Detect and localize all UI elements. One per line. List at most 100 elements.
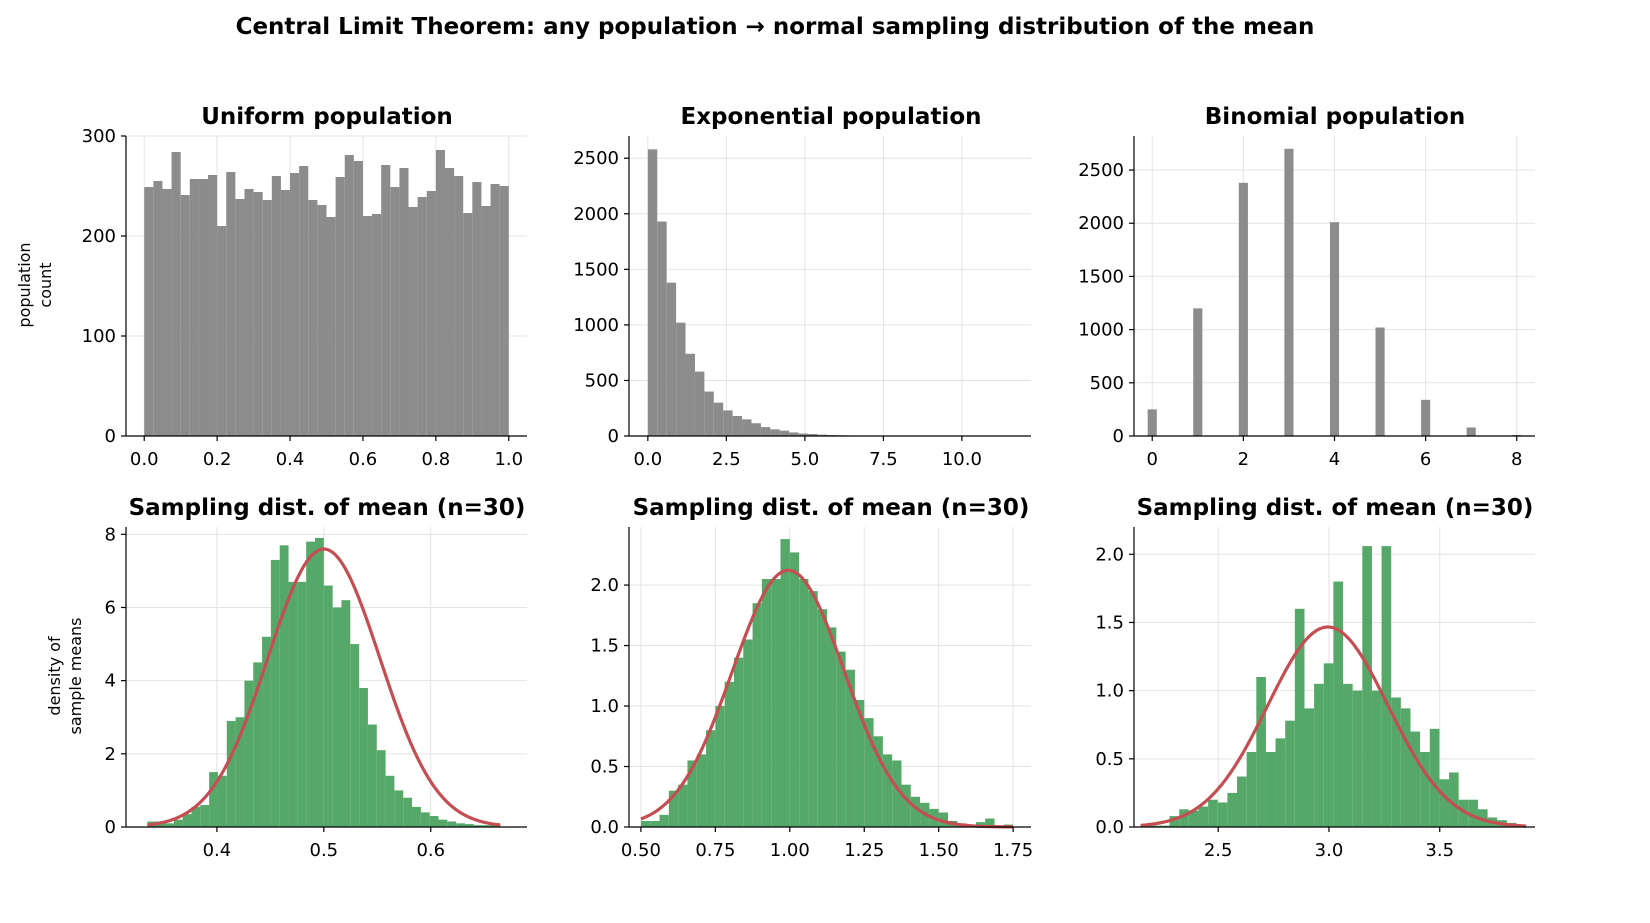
histogram-bar: [723, 410, 733, 436]
histogram-bar: [685, 353, 695, 436]
histogram-bar: [910, 796, 921, 827]
histogram-bar: [426, 191, 436, 436]
histogram-bar: [173, 819, 183, 827]
y-tick-label: 300: [82, 126, 116, 147]
x-tick-label: 1.50: [919, 840, 959, 861]
histogram-bar: [253, 192, 263, 436]
y-tick-label: 1000: [573, 315, 619, 336]
x-tick-label: 6: [1420, 449, 1431, 470]
histogram-bar: [1150, 825, 1160, 827]
histogram-bar: [798, 433, 809, 436]
normal-curve: [640, 568, 1014, 829]
histogram-bar: [1208, 799, 1218, 827]
histogram-bar: [454, 176, 464, 436]
sampling-uniform-panel: 0 2 4 6 8 0.4 0.5 0.6 Sampling dist. of mean (n=…: [105, 495, 527, 861]
histogram-bar: [341, 600, 351, 827]
population-uniform-panel: 0 100 200 300 0.0 0.2 0.4 0.6 0.8 1.0 Uniform popu…: [82, 104, 527, 470]
histogram-bar: [751, 423, 761, 436]
histogram-bar: [1420, 752, 1430, 827]
histogram-bar: [704, 391, 714, 436]
histogram-bar: [1458, 799, 1469, 827]
histogram-bar: [1439, 779, 1450, 827]
histogram-bar: [836, 651, 846, 827]
histogram-bar: [864, 718, 874, 827]
histogram-bar: [892, 760, 902, 827]
x-tick-label: 8: [1511, 449, 1522, 470]
y-tick-label: 2500: [1078, 160, 1124, 181]
histogram-bar: [376, 750, 386, 827]
histogram-bar: [381, 165, 391, 436]
y-tick-label: 8: [105, 524, 116, 545]
histogram-bar: [323, 585, 333, 827]
histogram-bar: [472, 182, 482, 436]
histogram-bar: [438, 819, 448, 827]
histogram-bar: [732, 416, 743, 436]
histogram-bar: [1294, 608, 1305, 827]
histogram-bar: [873, 736, 883, 827]
histogram-bar: [1159, 825, 1170, 827]
histogram-bar: [362, 216, 373, 436]
histogram-bar: [657, 221, 667, 436]
histogram-bar: [770, 429, 780, 436]
sampling-exponential-panel: 0.0 0.5 1.0 1.5 2.0 0.50 0.75 1.00 1.25 1.50 1.75 S…: [590, 495, 1033, 861]
histogram-bar: [827, 627, 837, 827]
panel-title: Binomial population: [1205, 104, 1465, 130]
y-tick-label: 2.0: [590, 575, 619, 596]
histogram-bar: [403, 797, 413, 827]
histogram-bar: [473, 825, 483, 827]
histogram-bar: [372, 214, 382, 436]
histogram-bar: [771, 579, 781, 827]
histogram-bar: [1284, 148, 1294, 436]
histogram-bar: [412, 806, 421, 827]
histogram-bar: [420, 812, 430, 827]
histogram-bar: [464, 824, 474, 827]
top-row-ylabel-line1: population: [15, 242, 34, 327]
histogram-bar: [743, 639, 753, 827]
histogram-bar: [808, 434, 818, 436]
histogram-bar: [1371, 690, 1382, 827]
histogram-bar: [1169, 816, 1180, 827]
y-tick-label: 0: [105, 817, 116, 838]
histogram-bar: [696, 754, 707, 827]
x-tick-label: 1.75: [993, 840, 1033, 861]
histogram-bar: [901, 784, 911, 827]
y-tick-label: 0: [105, 426, 116, 447]
histogram-bar: [742, 419, 752, 436]
histogram-bar: [1314, 683, 1324, 827]
panel-title: Exponential population: [680, 104, 981, 130]
x-tick-label: 2: [1238, 449, 1249, 470]
histogram-bar: [713, 402, 724, 436]
x-tick-label: 0.2: [203, 449, 232, 470]
x-tick-label: 0: [1147, 449, 1158, 470]
y-tick-label: 500: [585, 370, 619, 391]
y-tick-label: 2.0: [1095, 544, 1124, 565]
histogram-bar: [482, 825, 492, 827]
histogram-bar: [1391, 697, 1401, 827]
panel-title: Sampling dist. of mean (n=30): [633, 495, 1030, 521]
histogram-bar: [1343, 683, 1353, 827]
panel-title: Sampling dist. of mean (n=30): [1137, 495, 1534, 521]
histogram-bar: [153, 181, 163, 436]
histogram-bar: [226, 172, 236, 436]
histogram-bar: [191, 806, 201, 827]
histogram-bar: [226, 720, 236, 827]
histogram-bar: [760, 427, 771, 436]
histogram-bar: [985, 818, 995, 827]
histogram-bar: [171, 152, 181, 436]
y-tick-label: 2000: [573, 204, 619, 225]
histogram-bar: [332, 607, 342, 827]
histogram-bar: [1285, 720, 1295, 827]
x-tick-label: 7.5: [869, 449, 898, 470]
histogram-bar: [481, 206, 491, 436]
histogram-bar: [687, 760, 697, 827]
histogram-bar: [385, 775, 395, 827]
histogram-bar: [1217, 802, 1228, 827]
histogram-bar: [435, 150, 445, 436]
x-tick-label: 3.0: [1315, 840, 1344, 861]
y-tick-label: 200: [82, 226, 116, 247]
population-binomial-panel: 0 500 1000 1500 2000 2500 0 2 4 6 8 Binomial popula…: [1078, 104, 1535, 470]
histogram-bar: [1421, 399, 1431, 436]
histogram-bar: [1375, 327, 1385, 436]
histogram-bar: [1237, 776, 1247, 827]
top-row-ylabel-line2: count: [36, 262, 55, 307]
